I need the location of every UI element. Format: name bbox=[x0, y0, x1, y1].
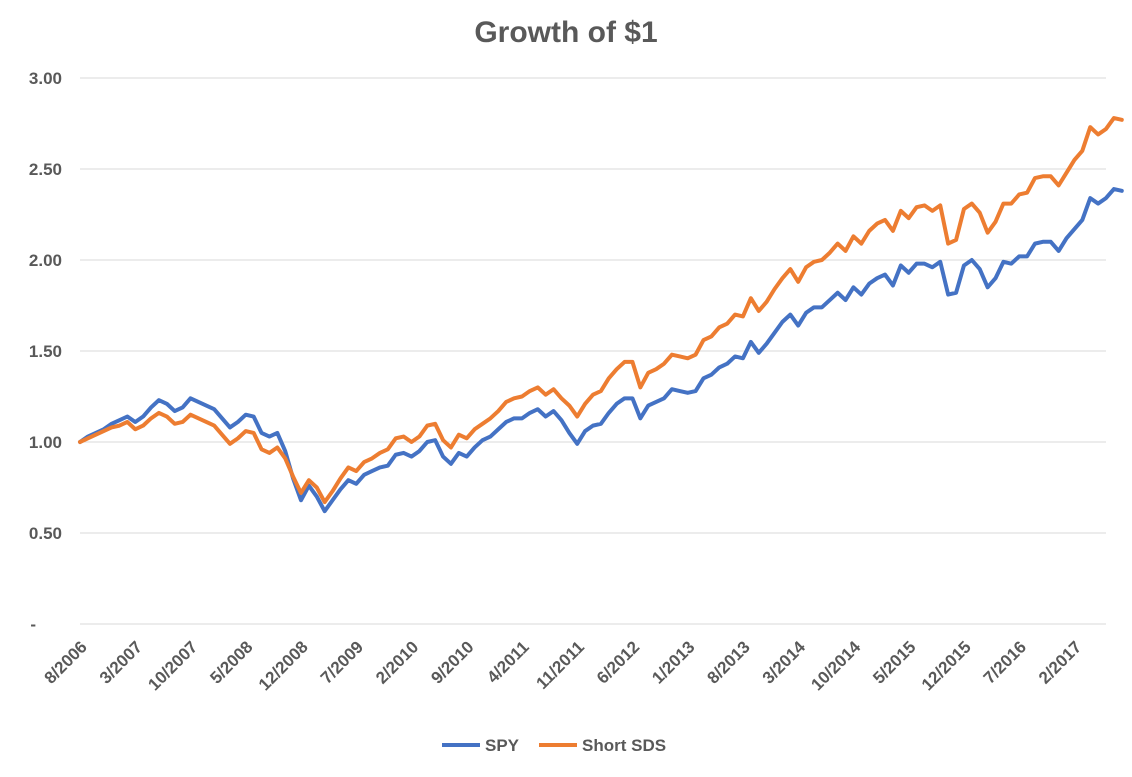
x-tick-label: 4/2011 bbox=[483, 637, 533, 687]
x-tick-label: 12/2015 bbox=[918, 637, 975, 694]
gridlines bbox=[80, 77, 1106, 625]
x-tick-label: 2/2017 bbox=[1035, 637, 1085, 687]
x-tick-label: 10/2014 bbox=[807, 637, 864, 694]
x-tick-label: 5/2008 bbox=[206, 637, 256, 687]
legend: SPY Short SDS bbox=[442, 736, 666, 755]
y-tick-label: 1.00 bbox=[29, 433, 62, 452]
y-tick-label: - bbox=[30, 615, 36, 634]
x-tick-label: 3/2014 bbox=[759, 637, 810, 688]
x-tick-label: 8/2006 bbox=[41, 637, 91, 687]
y-tick-label: 3.00 bbox=[29, 69, 62, 88]
chart-title: Growth of $1 bbox=[474, 16, 657, 49]
x-tick-label: 2/2010 bbox=[372, 637, 422, 687]
legend-label-spy: SPY bbox=[485, 736, 520, 755]
series-line-short-sds bbox=[78, 116, 1124, 505]
x-tick-label: 12/2008 bbox=[255, 637, 312, 694]
y-tick-label: 1.50 bbox=[29, 342, 62, 361]
x-tick-label: 7/2016 bbox=[980, 637, 1030, 687]
x-tick-label: 6/2012 bbox=[593, 637, 643, 687]
x-tick-label: 7/2009 bbox=[317, 637, 367, 687]
x-tick-label: 8/2013 bbox=[704, 637, 754, 687]
y-tick-label: 0.50 bbox=[29, 524, 62, 543]
x-tick-label: 11/2011 bbox=[532, 637, 588, 693]
y-axis-ticks: - 0.50 1.00 1.50 2.00 2.50 3.00 bbox=[29, 69, 62, 634]
series-lines bbox=[78, 116, 1124, 514]
x-tick-label: 3/2007 bbox=[96, 637, 146, 687]
x-tick-label: 10/2007 bbox=[144, 637, 201, 694]
y-tick-label: 2.00 bbox=[29, 251, 62, 270]
series-line-spy bbox=[78, 187, 1124, 514]
x-tick-label: 9/2010 bbox=[427, 637, 477, 687]
y-tick-label: 2.50 bbox=[29, 160, 62, 179]
x-tick-label: 1/2013 bbox=[648, 637, 698, 687]
legend-label-short-sds: Short SDS bbox=[582, 736, 666, 755]
x-tick-label: 5/2015 bbox=[869, 637, 919, 687]
